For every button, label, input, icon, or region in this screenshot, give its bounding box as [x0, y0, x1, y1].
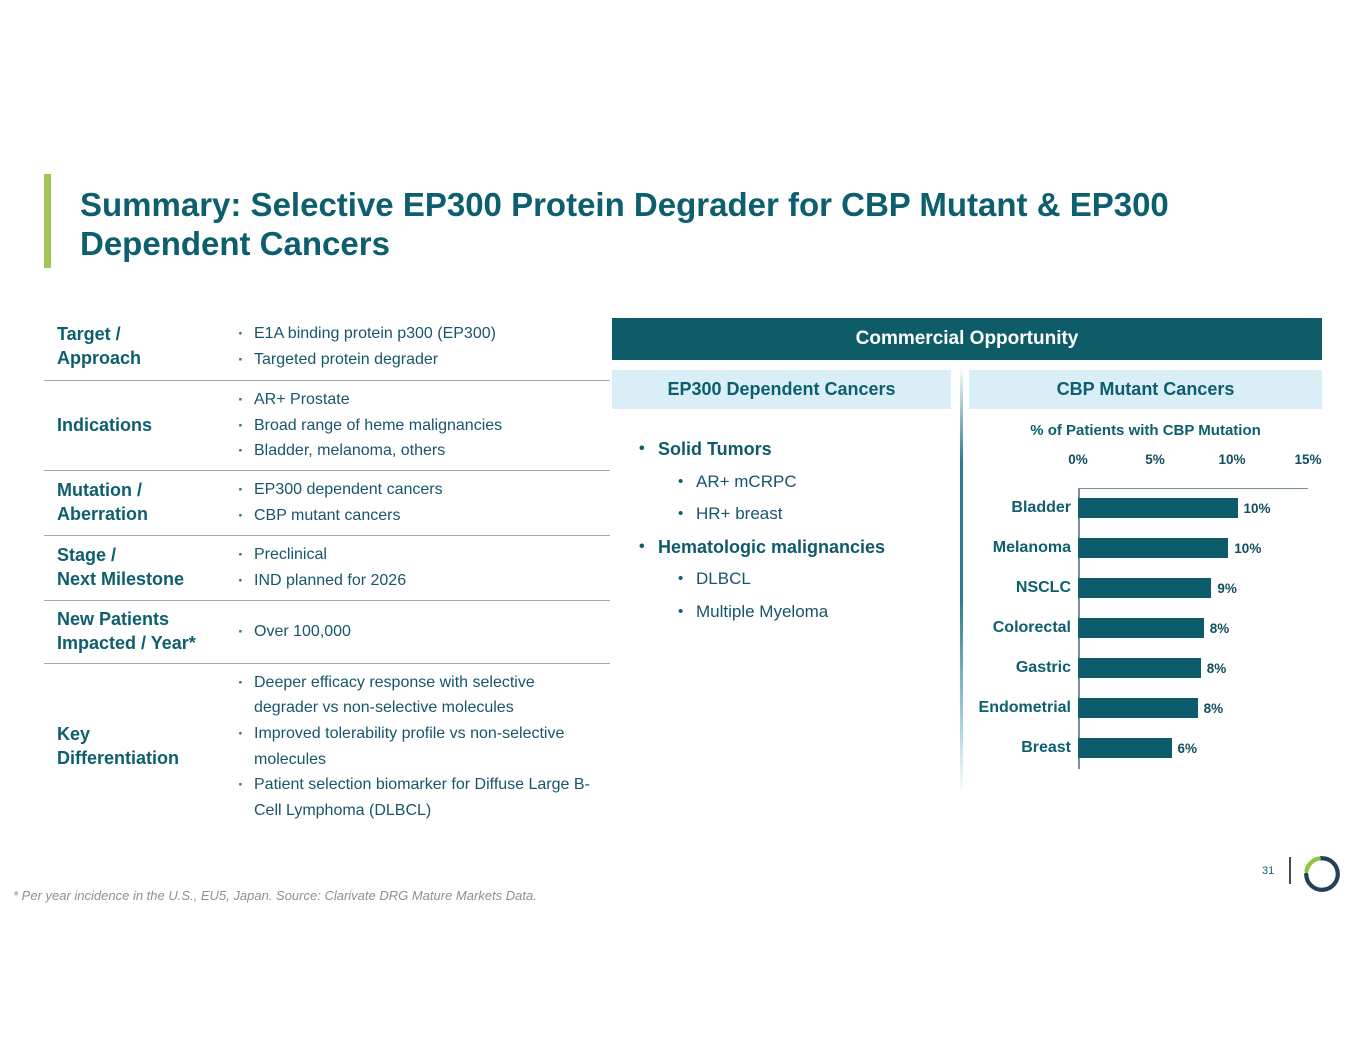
commercial-opportunity-header: Commercial Opportunity [612, 318, 1322, 360]
bar [1078, 698, 1198, 718]
panel-header-ep300: EP300 Dependent Cancers [612, 370, 951, 409]
row-label: Indications [57, 414, 153, 435]
bar [1078, 738, 1172, 758]
value-label: 8% [1206, 660, 1227, 676]
value-label: 8% [1203, 700, 1224, 716]
x-axis-tick: 15% [1294, 452, 1322, 467]
bullet-item: Broad range of heme malignancies [237, 412, 602, 439]
table-row-stage-milestone: Stage / Next Milestone Preclinical IND p… [44, 536, 610, 601]
bullet-item: AR+ Prostate [237, 386, 602, 413]
chart-row: Bladder 10% [969, 498, 1322, 518]
row-bullets: Over 100,000 [237, 618, 602, 645]
row-bullets: EP300 dependent cancers CBP mutant cance… [237, 476, 602, 529]
value-label: 6% [1177, 740, 1198, 756]
panel-header-cbp: CBP Mutant Cancers [969, 370, 1322, 409]
category-label: Breast [1021, 739, 1071, 756]
chart-row: Breast 6% [969, 738, 1322, 758]
row-label: Stage / Next Milestone [57, 545, 185, 589]
x-axis-tick: 5% [1145, 452, 1165, 467]
table-row-key-differentiation: Key Differentiation Deeper efficacy resp… [44, 664, 610, 830]
bar [1078, 658, 1201, 678]
bullet-item: CBP mutant cancers [237, 502, 602, 529]
category-label: Melanoma [992, 539, 1071, 556]
category-label: Gastric [1015, 659, 1071, 676]
logo-navy-arc [1304, 856, 1340, 892]
row-bullets: E1A binding protein p300 (EP300) Targete… [237, 320, 602, 373]
list-group-label: Solid Tumors [612, 433, 960, 466]
chart-row: Gastric 8% [969, 658, 1322, 678]
row-label: Target / Approach [57, 323, 142, 368]
bullet-item: Deeper efficacy response with selective … [237, 669, 602, 721]
bullet-item: IND planned for 2026 [237, 567, 602, 594]
bullet-item: Patient selection biomarker for Diffuse … [237, 771, 602, 823]
page-number: 31 [1262, 865, 1275, 877]
list-sub-item: DLBCL [612, 563, 960, 596]
bar [1078, 578, 1212, 598]
chart-title: % of Patients with CBP Mutation [1030, 422, 1261, 439]
category-label: NSCLC [1015, 579, 1071, 596]
value-label: 10% [1243, 500, 1271, 516]
row-bullets: AR+ Prostate Broad range of heme maligna… [237, 386, 602, 464]
panel-divider [960, 366, 963, 794]
table-row-new-patients: New Patients Impacted / Year* Over 100,0… [44, 601, 610, 664]
category-label: Bladder [1011, 499, 1071, 516]
slide-title: Summary: Selective EP300 Protein Degrade… [80, 186, 1169, 262]
chart-row: Endometrial 8% [969, 698, 1322, 718]
bar [1078, 498, 1238, 518]
footnote: * Per year incidence in the U.S., EU5, J… [13, 888, 537, 903]
row-label: Mutation / Aberration [57, 480, 149, 524]
x-axis-tick: 10% [1218, 452, 1246, 467]
value-label: 10% [1234, 540, 1262, 556]
list-group-label: Hematologic malignancies [612, 531, 960, 564]
chart-row: NSCLC 9% [969, 578, 1322, 598]
row-bullets: Deeper efficacy response with selective … [237, 669, 602, 824]
page-divider [1289, 857, 1291, 884]
bullet-item: Improved tolerability profile vs non-sel… [237, 720, 602, 772]
ep300-dependent-list: Solid Tumors AR+ mCRPC HR+ breast Hemato… [612, 433, 960, 628]
title-accent-bar [44, 174, 51, 268]
row-bullets: Preclinical IND planned for 2026 [237, 541, 602, 594]
bullet-item: EP300 dependent cancers [237, 476, 602, 503]
bullet-item: Bladder, melanoma, others [237, 437, 602, 464]
category-label: Endometrial [978, 699, 1071, 716]
company-logo [1304, 856, 1340, 892]
row-label: Key Differentiation [57, 723, 180, 768]
table-row-indications: Indications AR+ Prostate Broad range of … [44, 381, 610, 471]
bullet-item: Targeted protein degrader [237, 346, 602, 373]
bar [1078, 538, 1229, 558]
list-sub-item: Multiple Myeloma [612, 596, 960, 629]
logo-green-arc [1304, 856, 1321, 873]
category-label: Colorectal [992, 619, 1071, 636]
list-sub-item: HR+ breast [612, 498, 960, 531]
value-label: 9% [1217, 580, 1237, 596]
table-row-target-approach: Target / Approach E1A binding protein p3… [44, 313, 610, 381]
value-label: 8% [1209, 620, 1230, 636]
bullet-item: E1A binding protein p300 (EP300) [237, 320, 602, 347]
x-axis-line [1078, 488, 1308, 489]
chart-row: Melanoma 10% [969, 538, 1322, 558]
x-axis-tick: 0% [1068, 452, 1088, 467]
list-sub-item: AR+ mCRPC [612, 466, 960, 499]
bullet-item: Over 100,000 [237, 618, 602, 645]
profile-table: Target / Approach E1A binding protein p3… [44, 313, 610, 829]
bullet-item: Preclinical [237, 541, 602, 568]
cbp-mutation-chart: % of Patients with CBP Mutation 0% 5% 10… [969, 420, 1322, 790]
bar [1078, 618, 1204, 638]
table-row-mutation-aberration: Mutation / Aberration EP300 dependent ca… [44, 471, 610, 536]
row-label: New Patients Impacted / Year* [57, 609, 196, 653]
chart-row: Colorectal 8% [969, 618, 1322, 638]
